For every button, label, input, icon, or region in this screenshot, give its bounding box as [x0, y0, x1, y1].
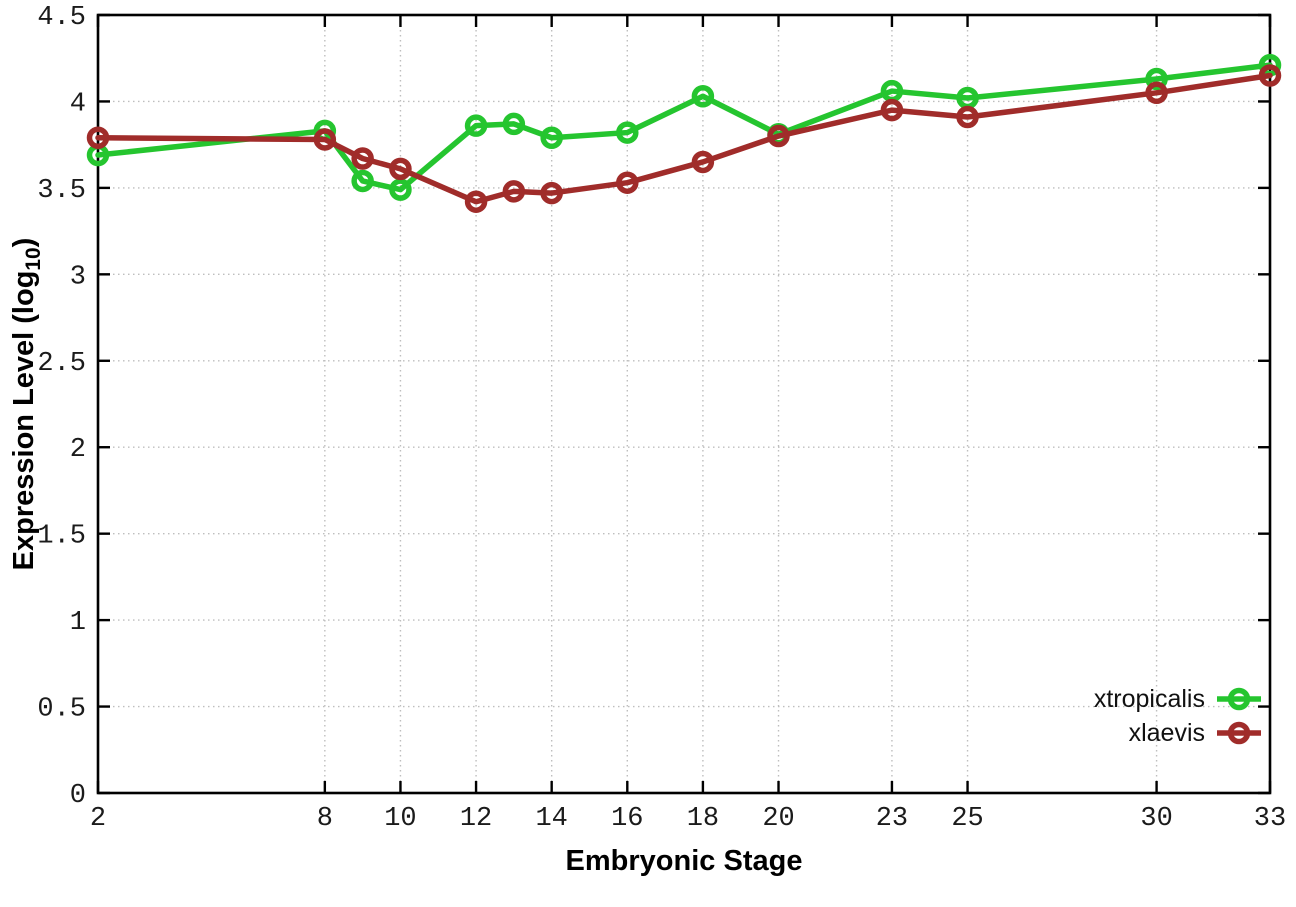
legend-item-xtropicalis: xtropicalis — [1094, 682, 1262, 716]
y-tick-label-4.5: 4.5 — [37, 3, 86, 33]
y-tick-label-3: 3 — [70, 262, 86, 292]
legend-item-xlaevis: xlaevis — [1094, 716, 1262, 750]
legend-marker-xlaevis — [1217, 721, 1261, 745]
data-point-xlaevis-stage-25 — [956, 105, 979, 129]
x-tick-label-10: 10 — [384, 804, 416, 834]
data-point-xlaevis-stage-13 — [502, 180, 526, 203]
legend-point-xlaevis — [1227, 721, 1251, 745]
y-tick-label-2.5: 2.5 — [37, 349, 86, 379]
y-tick-label-0.5: 0.5 — [37, 695, 86, 725]
x-tick-label-33: 33 — [1254, 804, 1286, 834]
data-point-xtropicalis-stage-30 — [1145, 67, 1168, 91]
data-point-xlaevis-stage-23 — [880, 98, 904, 122]
x-tick-label-8: 8 — [317, 804, 333, 834]
data-point-xlaevis-stage-33 — [1258, 64, 1282, 87]
data-point-xlaevis-stage-9 — [351, 147, 374, 170]
legend-label-xlaevis: xlaevis — [1128, 718, 1205, 747]
data-point-xtropicalis-stage-16 — [616, 121, 639, 144]
data-point-xlaevis-stage-18 — [691, 150, 715, 174]
data-point-xlaevis-stage-14 — [540, 181, 563, 205]
x-tick-label-23: 23 — [876, 804, 908, 834]
y-tick-label-4: 4 — [70, 89, 86, 119]
y-axis-title-subscript: 10 — [21, 247, 45, 271]
data-point-xtropicalis-stage-12 — [464, 114, 488, 137]
x-tick-label-14: 14 — [535, 804, 567, 834]
data-point-xlaevis-stage-8 — [313, 128, 337, 151]
x-axis-title: Embryonic Stage — [565, 845, 803, 877]
data-point-xlaevis-stage-12 — [464, 190, 488, 213]
y-tick-label-1: 1 — [70, 608, 86, 638]
x-tick-label-12: 12 — [460, 804, 492, 834]
data-point-xtropicalis-stage-10 — [389, 178, 412, 201]
series-line-xtropicalis — [95, 62, 1273, 193]
data-point-xlaevis-stage-2 — [86, 126, 110, 150]
data-point-xlaevis-stage-20 — [767, 124, 790, 148]
y-axis-title-close: ) — [8, 237, 41, 248]
data-point-xtropicalis-stage-13 — [502, 112, 526, 136]
data-point-xlaevis-stage-10 — [389, 157, 412, 181]
y-axis-title: Expression Level (log10) — [8, 238, 46, 571]
legend: xtropicalis xlaevis — [1094, 682, 1262, 750]
x-tick-label-20: 20 — [762, 804, 794, 834]
data-point-xlaevis-stage-30 — [1145, 81, 1168, 105]
x-tick-label-16: 16 — [611, 804, 643, 834]
x-tick-label-30: 30 — [1140, 804, 1172, 834]
plot-border — [96, 13, 1272, 795]
legend-label-xtropicalis: xtropicalis — [1093, 684, 1205, 713]
data-point-xtropicalis-stage-14 — [540, 126, 563, 150]
data-point-xtropicalis-stage-9 — [351, 169, 374, 193]
y-tick-label-3.5: 3.5 — [37, 176, 86, 206]
y-tick-label-0: 0 — [70, 781, 86, 811]
data-point-xlaevis-stage-16 — [616, 171, 639, 194]
y-tick-label-1.5: 1.5 — [37, 522, 86, 552]
x-tick-label-2: 2 — [90, 804, 106, 834]
legend-point-xtropicalis — [1227, 687, 1251, 711]
legend-marker-xtropicalis — [1217, 687, 1261, 711]
series-line-xlaevis — [95, 72, 1273, 205]
x-tick-label-25: 25 — [951, 804, 983, 834]
y-axis-title-main: Expression Level (log — [8, 270, 41, 571]
x-tick-label-18: 18 — [687, 804, 719, 834]
data-point-xtropicalis-stage-18 — [691, 85, 715, 108]
y-tick-label-2: 2 — [70, 435, 86, 465]
